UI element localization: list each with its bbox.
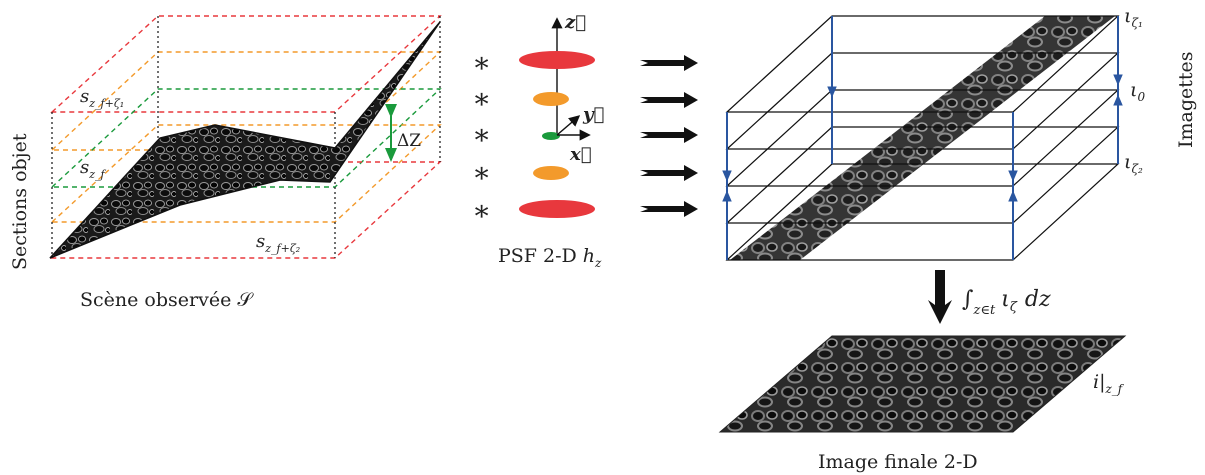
sections-objet-label: Sections objet [9,133,31,270]
arrow-down-icon [928,270,952,324]
section-top-label: sz_f+ζ₁ [80,86,124,110]
iota-top-label: ιζ₁ [1124,5,1143,30]
convolution-symbol: ∗ [472,194,491,227]
psf-group: ∗ ∗ ∗ ∗ ∗ z⃗ y⃗ x⃗ PSF 2-D hz [472,12,698,270]
focus-arrows [722,22,1123,255]
section-plane-green-1 [50,88,442,188]
convolution-symbols: ∗ ∗ ∗ ∗ ∗ [472,46,491,227]
psf-slice-bottom [519,200,595,218]
arrow-right-icon [640,55,698,71]
iota-bottom-label: ιζ₂ [1124,151,1143,176]
scene-caption: Scène observée 𝒮 [80,289,254,311]
arrow-right-icon [640,201,698,217]
imagettes-label: Imagettes [1175,51,1197,148]
psf-x-label: x⃗ [569,144,592,165]
psf-y-label: y⃗ [582,104,604,125]
psf-slice-top [519,51,595,69]
arrow-right-icon [640,165,698,181]
scene-group: ΔZ sz_f+ζ₁ sz_f sz_f+ζ₂ Sections objet S… [9,15,442,311]
final-image-label: i|z_f [1093,371,1125,396]
arrow-right-icon [640,127,698,143]
convolution-symbol: ∗ [472,156,491,189]
scene-box-edges [51,16,441,258]
final-image [718,335,1127,433]
specimen-slab [49,21,441,259]
integration-group: ∫z∈t ιζ dz [928,270,1051,324]
section-mid-label: sz_f [80,157,107,181]
psf-z-label: z⃗ [564,12,586,33]
psf-y-axis [556,115,581,136]
stack-group: ιζ₁ ι0 ιζ₂ Imagettes [722,5,1197,261]
integration-formula: ∫z∈t ιζ dz [962,287,1051,318]
final-image-caption: Image finale 2-D [818,451,978,473]
convolution-symbol: ∗ [472,82,491,115]
convolution-arrows [640,55,698,217]
arrow-right-icon [640,92,698,108]
section-bottom-label: sz_f+ζ₂ [256,231,300,255]
section-plane-orange-2 [50,124,442,223]
psf-caption: PSF 2-D hz [498,245,602,270]
final-image-group: i|z_f Image finale 2-D [718,335,1127,473]
psf-slice-lower [533,166,569,180]
convolution-symbol: ∗ [472,46,491,79]
iota-mid-label: ι0 [1130,79,1145,104]
psf-slice-upper [533,92,569,106]
delta-z-label: ΔZ [397,131,421,151]
psf-slice-focus [542,132,560,140]
imagettes-band [730,16,1115,260]
convolution-symbol: ∗ [472,118,491,151]
